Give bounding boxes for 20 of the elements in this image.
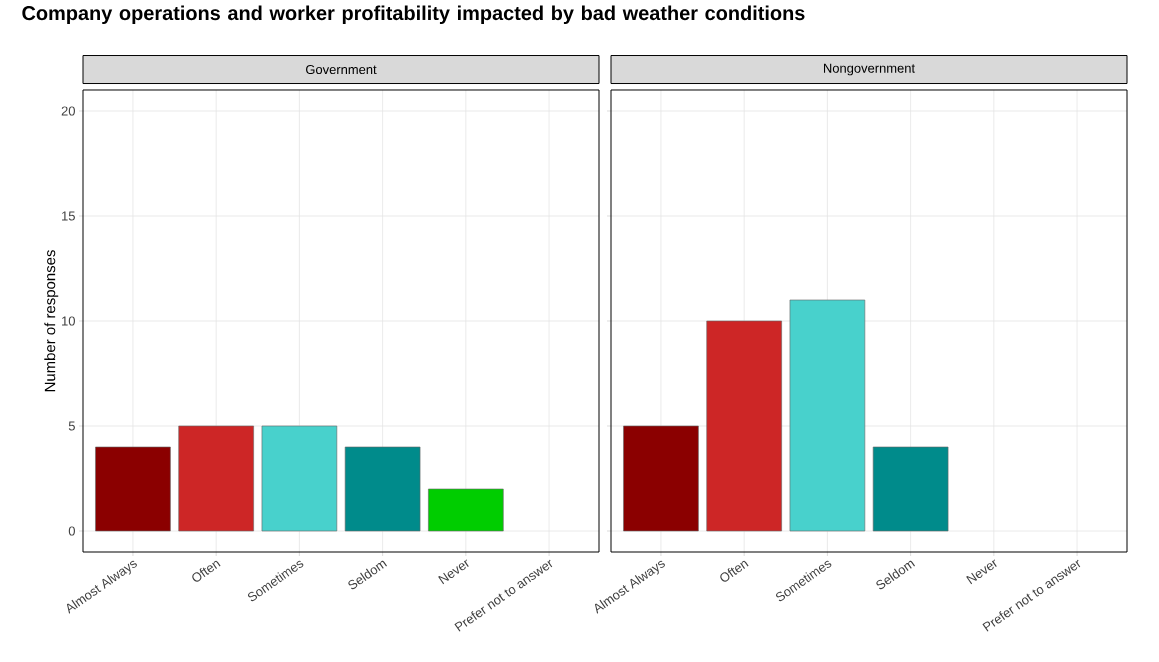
bar <box>706 320 782 532</box>
x-tick-label: Often <box>192 560 221 582</box>
y-tick-label: 0 <box>68 526 75 536</box>
y-tick-label: 10 <box>62 316 75 326</box>
bar <box>344 446 421 532</box>
bar <box>623 425 699 532</box>
y-tick-label: 5 <box>68 421 75 431</box>
bar <box>789 299 866 532</box>
chart-subtitle: Nongovernment <box>823 63 915 76</box>
bar <box>261 425 338 532</box>
bar <box>95 446 171 532</box>
bar <box>178 425 254 532</box>
bar <box>872 446 949 532</box>
x-tick-label: Often <box>720 560 749 582</box>
bar <box>428 488 504 532</box>
chart-subtitle: Government <box>306 64 377 75</box>
y-tick-label: 15 <box>62 211 75 221</box>
y-tick-label: 20 <box>61 106 75 116</box>
chart-title: Company operations and worker profitability impacted by bad weather conditions <box>22 5 805 25</box>
y-axis-title: Number of responses <box>44 250 59 392</box>
